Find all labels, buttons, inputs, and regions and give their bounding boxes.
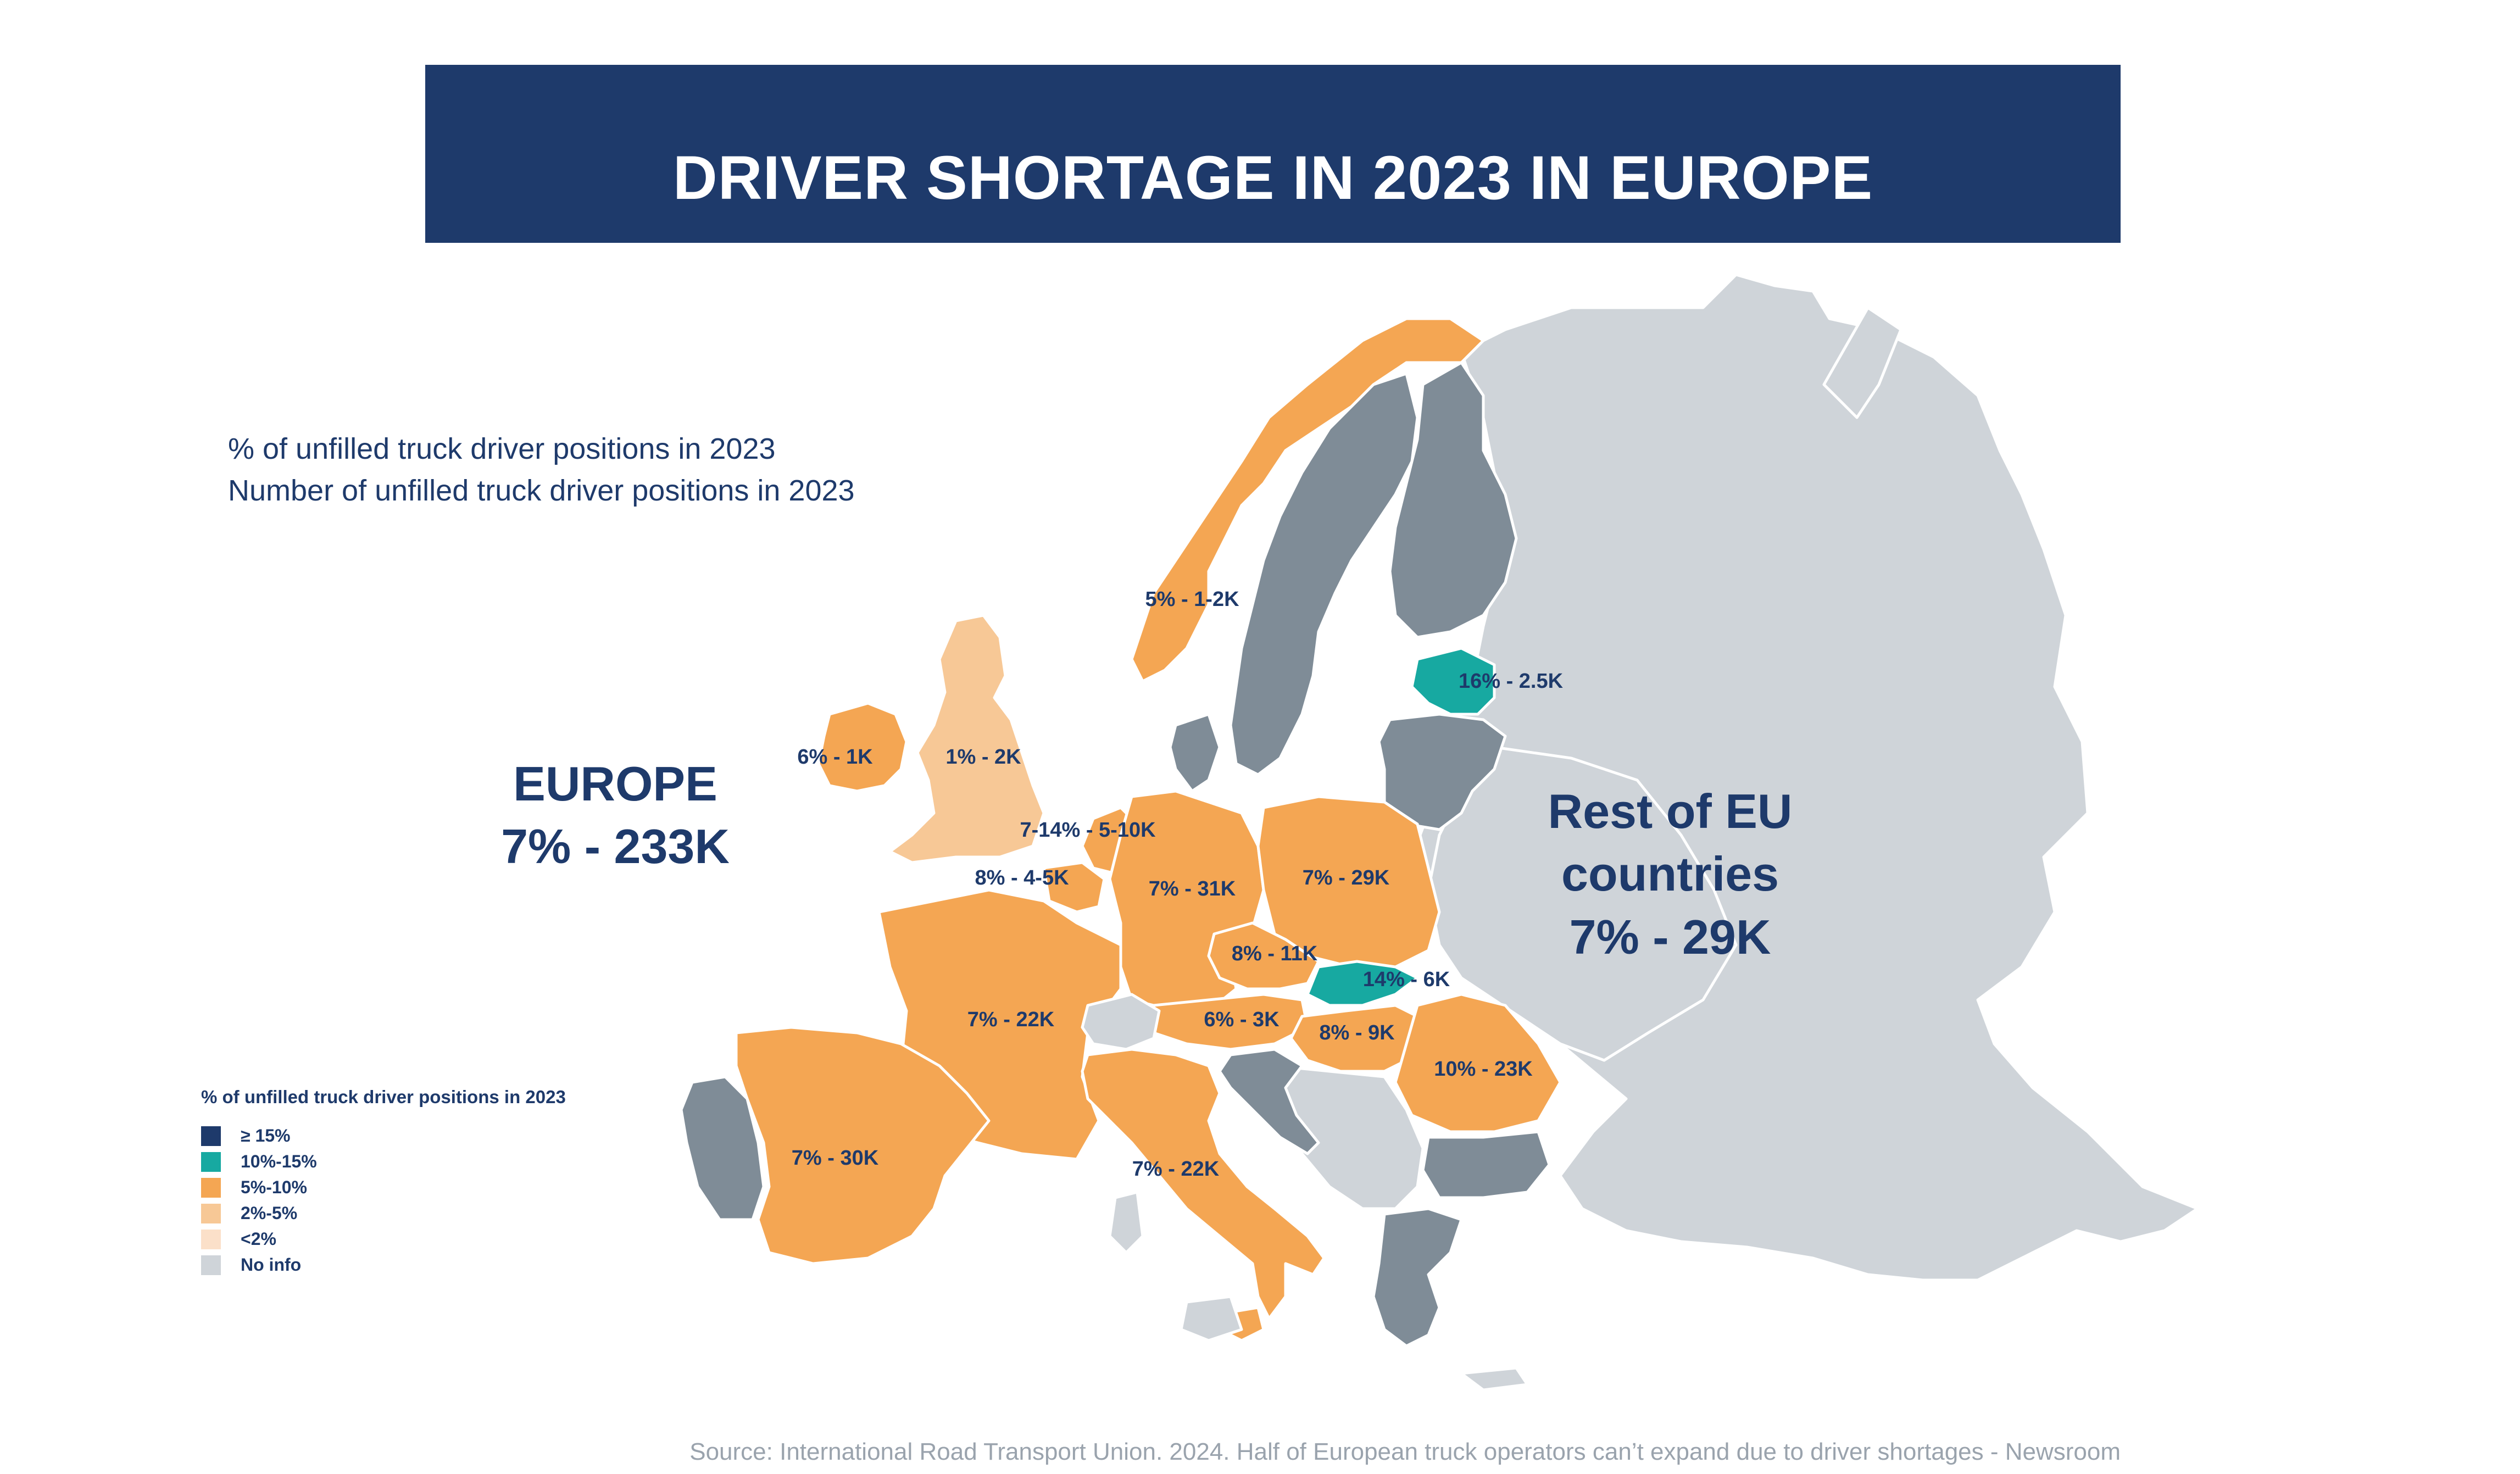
rest-of-eu-line1: Rest of EU: [1548, 784, 1793, 838]
denmark-region: [1169, 713, 1221, 793]
legend-label: No info: [241, 1255, 302, 1275]
portugal-region: [680, 1075, 765, 1221]
croatia-slovenia: [1218, 1048, 1320, 1155]
sweden-region: [1229, 372, 1419, 776]
label-ireland: 6% - 1K: [797, 746, 873, 769]
label-slovakia: 14% - 6K: [1363, 968, 1450, 991]
belgium-region: [1042, 861, 1106, 914]
page-title: DRIVER SHORTAGE IN 2023 IN EUROPE: [672, 143, 1873, 212]
label-italy: 7% - 22K: [1132, 1158, 1220, 1181]
subtitle-percent: % of unfilled truck driver positions in …: [228, 432, 776, 465]
sardinia-region: [1108, 1191, 1144, 1254]
uk-region: [888, 614, 1045, 864]
spain-region: [735, 1026, 991, 1265]
label-norway: 5% - 1-2K: [1145, 588, 1239, 611]
label-germany: 7% - 31K: [1149, 877, 1236, 900]
legend-swatch: [201, 1177, 221, 1198]
slovakia-region: [1306, 960, 1419, 1007]
greece-region: [1372, 1207, 1463, 1348]
label-austria: 6% - 3K: [1204, 1008, 1280, 1031]
estonia-region: [1410, 647, 1496, 716]
legend-swatch: [201, 1203, 221, 1223]
poland-region: [1256, 795, 1441, 969]
label-netherlands: 7-14% - 5-10K: [1020, 819, 1156, 842]
legend-item: No info: [201, 1252, 566, 1278]
baltics-region: [1377, 713, 1507, 831]
country-labels: 5% - 1-2K 16% - 2.5K 6% - 1K 1% - 2K 7-1…: [792, 588, 1564, 1181]
legend-item: ≥ 15%: [201, 1123, 566, 1149]
rest-of-eu-value: 7% - 29K: [1569, 909, 1771, 964]
label-spain: 7% - 30K: [792, 1147, 879, 1170]
subtitle-number: Number of unfilled truck driver position…: [228, 474, 855, 507]
label-czechia: 8% - 11K: [1232, 942, 1318, 965]
legend-label: <2%: [241, 1229, 276, 1249]
label-estonia: 16% - 2.5K: [1459, 670, 1564, 693]
title-banner: DRIVER SHORTAGE IN 2023 IN EUROPE: [425, 65, 2121, 243]
europe-value: 7% - 233K: [501, 819, 730, 874]
legend-item: 5%-10%: [201, 1175, 566, 1200]
czechia-region: [1207, 921, 1320, 991]
legend-title: % of unfilled truck driver positions in …: [201, 1087, 566, 1107]
legend-item: 10%-15%: [201, 1149, 566, 1175]
label-uk: 1% - 2K: [945, 746, 1021, 769]
italy-region: [1081, 1048, 1326, 1320]
legend-swatch: [201, 1229, 221, 1249]
finland-region: [1388, 361, 1518, 639]
label-poland: 7% - 29K: [1303, 866, 1390, 889]
label-france: 7% - 22K: [967, 1008, 1055, 1031]
legend-item: 2%-5%: [201, 1200, 566, 1226]
legend-label: 5%-10%: [241, 1177, 307, 1197]
europe-name: EUROPE: [513, 757, 717, 811]
legend-item: <2%: [201, 1226, 566, 1252]
bulgaria-region: [1421, 1130, 1551, 1199]
switzerland-region: [1081, 993, 1161, 1051]
label-romania: 10% - 23K: [1434, 1058, 1533, 1081]
legend-label: 2%-5%: [241, 1203, 298, 1223]
norway-region: [1130, 317, 1485, 683]
label-belgium: 8% - 4-5K: [975, 866, 1069, 889]
north-africa-edge: [1180, 1295, 1243, 1342]
legend-swatch: [201, 1126, 221, 1146]
europe-total-label: EUROPE 7% - 233K: [472, 753, 758, 878]
rest-of-eu-label: Rest of EU countries 7% - 29K: [1505, 780, 1835, 969]
legend-label: 10%-15%: [241, 1152, 317, 1171]
legend-label: ≥ 15%: [241, 1126, 291, 1145]
legend-swatch: [201, 1255, 221, 1275]
legend-swatch: [201, 1152, 221, 1172]
map-legend: % of unfilled truck driver positions in …: [201, 1087, 566, 1278]
crete-region: [1460, 1366, 1529, 1392]
label-hungary: 8% - 9K: [1319, 1021, 1395, 1044]
rest-of-eu-line2: countries: [1561, 847, 1779, 902]
romania-region: [1394, 993, 1562, 1133]
caspian-lowland: [1822, 306, 1902, 419]
ireland-region: [817, 702, 908, 793]
source-citation: Source: International Road Transport Uni…: [689, 1438, 2121, 1465]
